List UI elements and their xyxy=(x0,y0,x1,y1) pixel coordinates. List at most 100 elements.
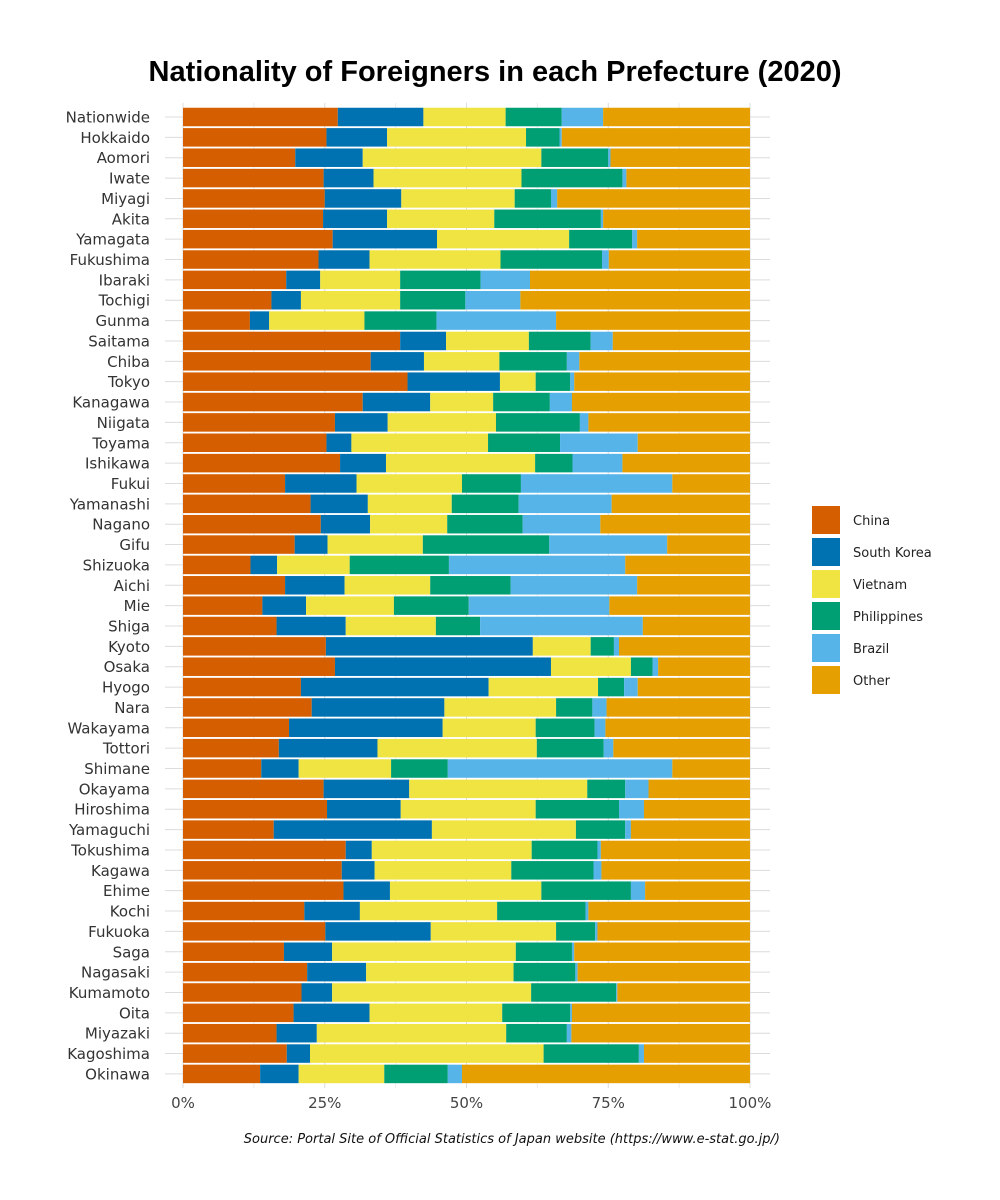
bar-segment xyxy=(183,718,290,738)
y-tick-label: Shimane xyxy=(84,760,150,778)
bar-segment xyxy=(549,535,668,554)
bar-segment xyxy=(289,718,443,738)
bar-segment xyxy=(571,392,750,412)
bar-segment xyxy=(183,392,363,412)
y-tick-label: Hyogo xyxy=(102,679,150,697)
bar-segment xyxy=(183,1064,261,1084)
bar-segment xyxy=(183,922,326,941)
bar-segment xyxy=(374,861,512,880)
bar-segment xyxy=(183,962,308,982)
bar-segment xyxy=(571,942,575,962)
y-tick-label: Kagoshima xyxy=(67,1045,150,1063)
y-tick-label: Hiroshima xyxy=(74,801,150,819)
bar-segment xyxy=(447,759,673,778)
legend-key xyxy=(812,570,840,598)
bar-segment xyxy=(619,637,750,656)
bar-segment xyxy=(606,698,750,717)
bar-segment xyxy=(273,820,432,839)
bar-segment xyxy=(369,1003,503,1023)
bar-segment xyxy=(506,1023,567,1043)
bar-segment xyxy=(532,637,591,656)
bar-segment xyxy=(276,1023,317,1043)
bar-segment xyxy=(430,576,511,595)
legend-key xyxy=(812,666,840,694)
bar-segment xyxy=(183,270,287,290)
bar-segment xyxy=(495,413,580,432)
y-tick-label: Aichi xyxy=(114,577,150,595)
bar-segment xyxy=(499,372,536,391)
bar-segment xyxy=(593,861,602,880)
bar-segment xyxy=(344,576,431,595)
y-tick-label: Kochi xyxy=(110,903,150,921)
bar-segment xyxy=(304,901,360,921)
bar-segment xyxy=(183,881,344,900)
bar-segment xyxy=(320,514,371,534)
legend-key xyxy=(812,634,840,662)
bar-segment xyxy=(541,881,631,900)
bar-segment xyxy=(183,453,341,473)
y-axis-labels: Nationwide Hokkaido Aomori Iwate Miyagi Akita… xyxy=(66,109,150,1084)
bar-segment xyxy=(423,107,506,127)
bar-segment xyxy=(488,677,599,697)
bar-segment xyxy=(617,983,750,1002)
bar-segment xyxy=(592,698,607,717)
bar-segment xyxy=(451,494,519,514)
bar-segment xyxy=(323,209,388,229)
bar-segment xyxy=(630,820,750,839)
y-tick-label: Chiba xyxy=(107,353,150,371)
bar-segment xyxy=(556,311,750,330)
bar-segment xyxy=(183,474,286,493)
bar-segment xyxy=(364,311,437,330)
bar-segment xyxy=(672,759,750,778)
bar-segment xyxy=(310,1044,544,1063)
bar-segment xyxy=(625,555,750,575)
y-tick-label: Tokyo xyxy=(107,373,150,391)
bar-segment xyxy=(638,1044,644,1063)
bar-segment xyxy=(183,738,279,758)
bar-segment xyxy=(514,189,551,208)
bar-segment xyxy=(367,494,452,514)
bar-segment xyxy=(585,901,589,921)
bar-segment xyxy=(536,738,604,758)
bar-segment xyxy=(624,677,638,697)
bar-segment xyxy=(603,107,750,127)
y-tick-label: Okayama xyxy=(79,780,150,798)
bar-segment xyxy=(310,494,368,514)
bar-segment xyxy=(325,637,533,656)
bar-segment xyxy=(622,453,750,473)
bar-segment xyxy=(332,229,438,249)
bar-segment xyxy=(561,107,604,127)
legend-key xyxy=(812,602,840,630)
bar-segment xyxy=(520,474,673,493)
x-tick-label: 100% xyxy=(729,1094,772,1112)
bar-segment xyxy=(488,433,561,453)
bar-segment xyxy=(183,596,263,615)
bar-segment xyxy=(642,616,750,636)
bar-segment xyxy=(600,514,750,534)
bar-segment xyxy=(183,1003,294,1023)
bar-segment xyxy=(371,840,532,860)
bar-segment xyxy=(609,596,750,615)
bar-segment xyxy=(612,331,750,351)
y-tick-label: Fukuoka xyxy=(88,923,150,941)
bar-segment xyxy=(535,799,620,819)
bar-segment xyxy=(603,209,750,229)
bar-segment xyxy=(183,861,342,880)
bar-segment xyxy=(369,250,501,269)
bar-segment xyxy=(645,881,750,900)
y-tick-label: Miyazaki xyxy=(85,1025,150,1043)
bar-segment xyxy=(600,209,604,229)
bar-segment xyxy=(602,250,609,269)
bar-segment xyxy=(377,738,537,758)
bar-segment xyxy=(373,168,522,188)
bar-segment xyxy=(183,840,346,860)
bar-segment xyxy=(340,453,386,473)
bar-segment xyxy=(298,1064,385,1084)
bar-segment xyxy=(531,983,617,1002)
bar-segment xyxy=(570,372,575,391)
y-tick-label: Hokkaido xyxy=(80,129,150,147)
bar-segment xyxy=(316,1023,507,1043)
bar-segment xyxy=(300,677,489,697)
bar-segment xyxy=(407,372,500,391)
y-tick-label: Kumamoto xyxy=(69,984,150,1002)
